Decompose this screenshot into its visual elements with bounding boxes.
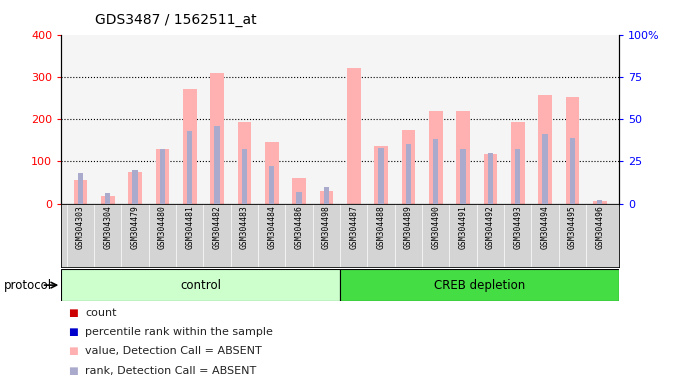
Bar: [593, 202, 607, 204]
Bar: [566, 97, 579, 204]
Bar: [241, 149, 247, 204]
Bar: [133, 170, 138, 204]
Text: GSM304483: GSM304483: [240, 205, 249, 249]
Bar: [456, 111, 470, 204]
Bar: [73, 180, 87, 204]
Bar: [340, 269, 619, 301]
Bar: [237, 122, 251, 204]
Text: GSM304304: GSM304304: [103, 205, 112, 249]
Bar: [405, 144, 411, 204]
Text: GSM304490: GSM304490: [431, 205, 440, 249]
Text: GSM304496: GSM304496: [595, 205, 604, 249]
Text: count: count: [85, 308, 116, 318]
Text: ■: ■: [68, 366, 78, 376]
Bar: [61, 269, 340, 301]
Text: GSM304498: GSM304498: [322, 205, 331, 249]
Text: GSM304480: GSM304480: [158, 205, 167, 249]
Bar: [320, 191, 333, 204]
Text: GSM304484: GSM304484: [267, 205, 276, 249]
Text: GSM304492: GSM304492: [486, 205, 495, 249]
Text: ■: ■: [68, 346, 78, 356]
Bar: [105, 194, 110, 204]
Bar: [269, 166, 275, 204]
Text: GSM304494: GSM304494: [541, 205, 549, 249]
Text: GSM304487: GSM304487: [349, 205, 358, 249]
Bar: [183, 89, 197, 204]
Bar: [156, 149, 169, 204]
Bar: [378, 148, 384, 204]
Text: control: control: [180, 279, 221, 291]
Bar: [511, 122, 524, 204]
Text: CREB depletion: CREB depletion: [434, 279, 525, 291]
Bar: [160, 149, 165, 204]
Bar: [401, 130, 415, 204]
Bar: [483, 154, 497, 204]
Text: GSM304495: GSM304495: [568, 205, 577, 249]
Bar: [128, 172, 142, 204]
Bar: [570, 137, 575, 204]
Text: protocol: protocol: [3, 279, 52, 291]
Text: GSM304303: GSM304303: [76, 205, 85, 249]
Bar: [214, 126, 220, 204]
Bar: [78, 173, 83, 204]
Bar: [210, 73, 224, 204]
Text: value, Detection Call = ABSENT: value, Detection Call = ABSENT: [85, 346, 262, 356]
Text: percentile rank within the sample: percentile rank within the sample: [85, 327, 273, 337]
Bar: [296, 192, 302, 204]
Bar: [265, 142, 279, 204]
Bar: [101, 196, 114, 204]
Text: GSM304481: GSM304481: [185, 205, 194, 249]
Bar: [324, 187, 329, 204]
Text: GSM304479: GSM304479: [131, 205, 139, 249]
Text: GSM304493: GSM304493: [513, 205, 522, 249]
Bar: [460, 149, 466, 204]
Text: GSM304482: GSM304482: [212, 205, 222, 249]
Text: ■: ■: [68, 327, 78, 337]
Bar: [515, 149, 520, 204]
Bar: [538, 94, 552, 204]
Bar: [597, 200, 602, 204]
Bar: [374, 147, 388, 204]
Text: rank, Detection Call = ABSENT: rank, Detection Call = ABSENT: [85, 366, 256, 376]
Bar: [488, 153, 493, 204]
Bar: [542, 134, 547, 204]
Text: GDS3487 / 1562511_at: GDS3487 / 1562511_at: [95, 13, 257, 27]
Bar: [433, 139, 439, 204]
Bar: [429, 111, 443, 204]
Text: GSM304486: GSM304486: [294, 205, 303, 249]
Text: GSM304491: GSM304491: [458, 205, 468, 249]
Bar: [347, 68, 360, 204]
Text: GSM304489: GSM304489: [404, 205, 413, 249]
Text: GSM304488: GSM304488: [377, 205, 386, 249]
Bar: [187, 131, 192, 204]
Text: ■: ■: [68, 308, 78, 318]
Bar: [292, 178, 306, 204]
